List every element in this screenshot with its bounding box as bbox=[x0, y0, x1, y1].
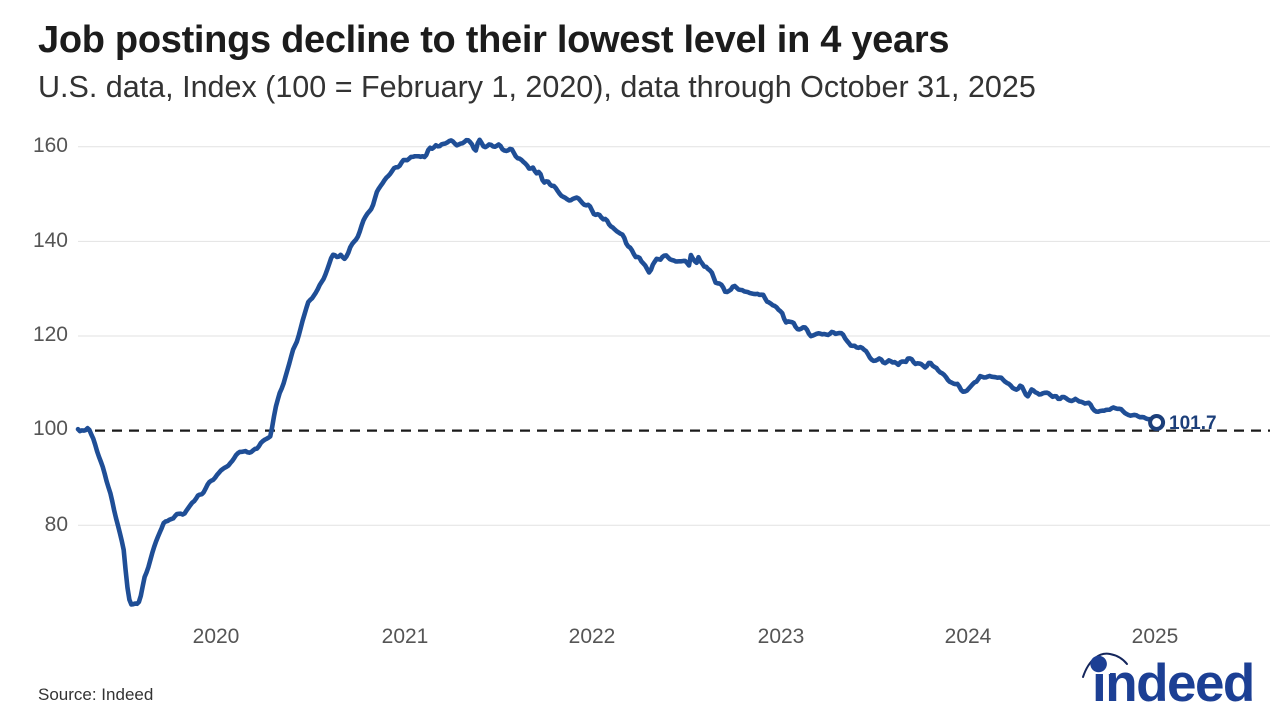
svg-text:2023: 2023 bbox=[758, 625, 805, 648]
svg-text:indeed: indeed bbox=[1092, 654, 1254, 713]
svg-text:2024: 2024 bbox=[945, 625, 992, 648]
svg-text:140: 140 bbox=[33, 229, 68, 252]
svg-text:2025: 2025 bbox=[1132, 625, 1179, 648]
svg-text:2020: 2020 bbox=[193, 625, 240, 648]
svg-text:100: 100 bbox=[33, 417, 68, 440]
svg-text:80: 80 bbox=[45, 513, 68, 536]
svg-text:120: 120 bbox=[33, 323, 68, 346]
svg-text:160: 160 bbox=[33, 134, 68, 157]
svg-text:101.7: 101.7 bbox=[1169, 413, 1217, 434]
svg-text:2021: 2021 bbox=[382, 625, 429, 648]
svg-text:2022: 2022 bbox=[569, 625, 616, 648]
